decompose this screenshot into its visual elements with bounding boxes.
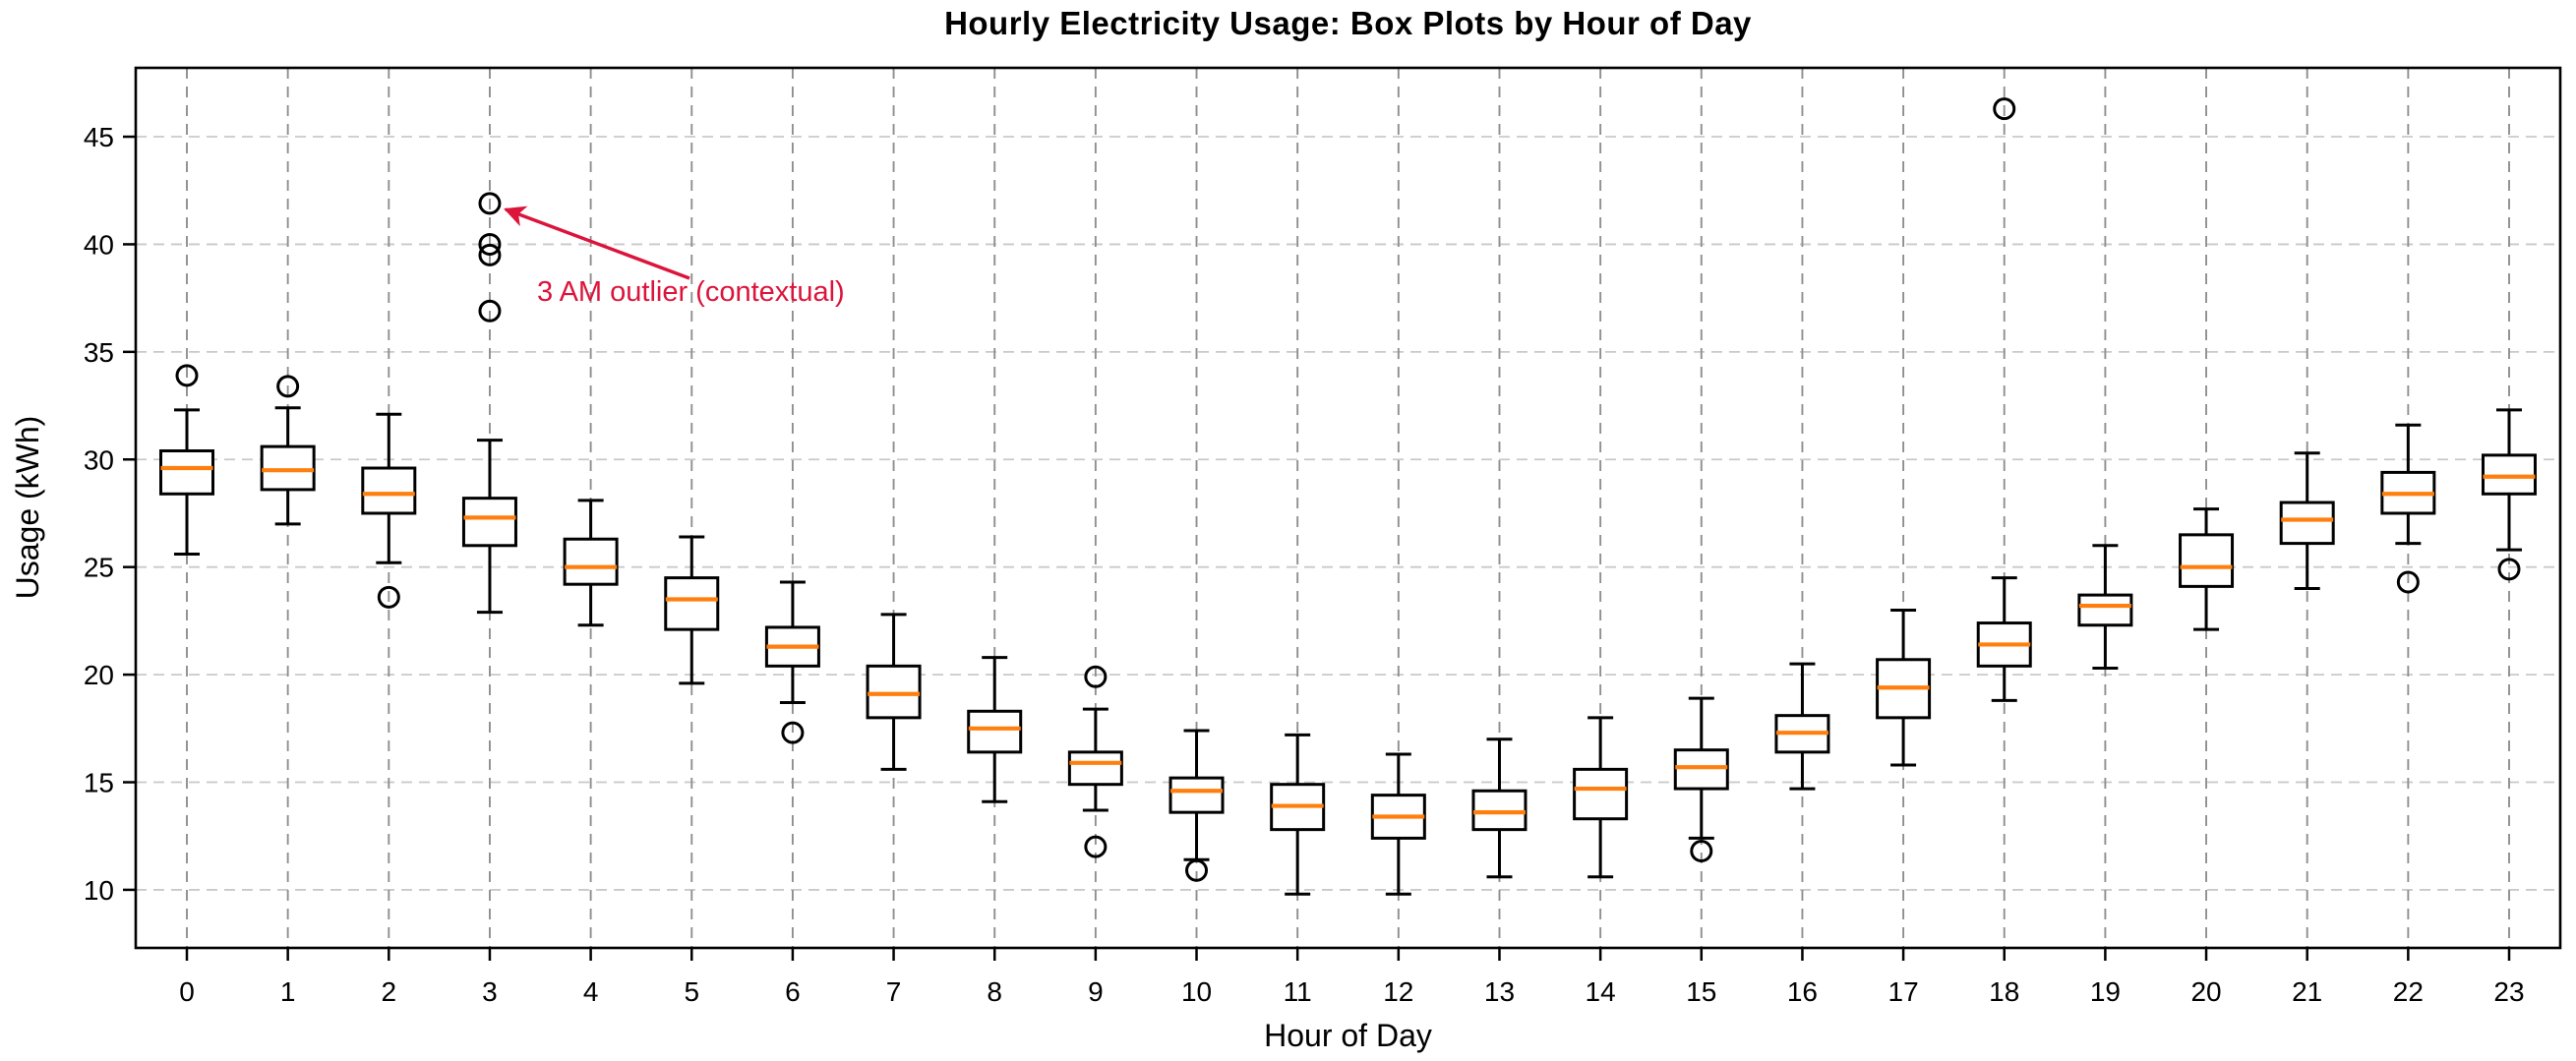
box-hour-15 — [1673, 696, 1729, 863]
x-tick-label: 1 — [280, 976, 296, 1007]
box-hour-0 — [159, 364, 214, 557]
outlier-point — [478, 192, 502, 215]
iqr-box — [1067, 750, 1123, 787]
iqr-box — [967, 709, 1023, 754]
y-tick-label: 25 — [84, 553, 114, 583]
outlier-point — [478, 232, 502, 256]
outlier-point — [2396, 570, 2420, 594]
x-tick-label: 22 — [2393, 976, 2424, 1007]
annotation-text: 3 AM outlier (contextual) — [537, 276, 845, 308]
plot-frame — [134, 66, 2562, 950]
outlier-point — [377, 585, 400, 609]
iqr-box — [1573, 767, 1629, 821]
x-tick-label: 16 — [1787, 976, 1818, 1007]
x-tick-label: 9 — [1088, 976, 1104, 1007]
box-hour-8 — [967, 656, 1023, 803]
box-hour-4 — [563, 499, 619, 627]
box-hour-16 — [1774, 662, 1830, 791]
iqr-box — [1673, 748, 1729, 791]
box-hour-23 — [2482, 408, 2537, 581]
y-tick-label: 35 — [84, 337, 114, 368]
outlier-point — [1084, 835, 1108, 858]
iqr-box — [2077, 593, 2133, 627]
iqr-box — [664, 576, 720, 631]
box-hour-11 — [1270, 733, 1326, 896]
iqr-box — [461, 497, 517, 548]
x-tick-label: 18 — [1989, 976, 2019, 1007]
box-hour-9 — [1067, 665, 1123, 858]
x-tick-label: 15 — [1686, 976, 1716, 1007]
outlier-point — [1084, 665, 1108, 688]
box-hour-22 — [2380, 423, 2436, 594]
outlier-point — [1185, 858, 1209, 882]
outlier-point — [781, 721, 805, 744]
x-tick-label: 23 — [2493, 976, 2524, 1007]
box-hour-20 — [2179, 507, 2235, 631]
box-hour-19 — [2077, 544, 2133, 671]
box-hour-14 — [1573, 716, 1629, 879]
x-tick-label: 5 — [684, 976, 699, 1007]
x-tick-label: 20 — [2190, 976, 2221, 1007]
x-tick-label: 10 — [1181, 976, 1212, 1007]
box-hour-21 — [2279, 451, 2335, 591]
x-tick-label: 4 — [583, 976, 599, 1007]
y-tick-label: 30 — [84, 444, 114, 475]
box-hour-18 — [1976, 97, 2032, 702]
y-axis-label: Usage (kWh) — [10, 415, 45, 600]
outlier-point — [276, 375, 300, 398]
x-tick-label: 3 — [482, 976, 498, 1007]
x-axis-label: Hour of Day — [1264, 1018, 1432, 1053]
box-hour-5 — [664, 535, 720, 685]
x-tick-label: 8 — [987, 976, 1002, 1007]
x-tick-label: 19 — [2090, 976, 2121, 1007]
iqr-box — [1471, 789, 1528, 832]
x-tick-label: 2 — [382, 976, 397, 1007]
x-tick-label: 12 — [1383, 976, 1413, 1007]
iqr-box — [159, 449, 214, 496]
box-hour-2 — [361, 412, 417, 609]
y-tick-label: 20 — [84, 660, 114, 690]
x-tick-label: 0 — [179, 976, 195, 1007]
annotation-arrow — [504, 206, 690, 280]
box-hour-6 — [764, 580, 820, 744]
x-tick-label: 6 — [785, 976, 801, 1007]
x-tick-label: 11 — [1284, 976, 1312, 1007]
box-hour-7 — [866, 613, 922, 771]
iqr-box — [361, 466, 417, 515]
outlier-point — [478, 243, 502, 266]
x-tick-label: 17 — [1888, 976, 1919, 1007]
x-tick-label: 14 — [1586, 976, 1616, 1007]
iqr-box — [2482, 453, 2537, 496]
iqr-box — [1168, 776, 1225, 814]
iqr-box — [563, 537, 619, 586]
box-hour-10 — [1168, 729, 1225, 882]
x-tick-label: 21 — [2292, 976, 2322, 1007]
box-hour-17 — [1876, 608, 1932, 767]
box-hour-3 — [461, 192, 517, 615]
x-tick-label: 13 — [1484, 976, 1515, 1007]
chart-title: Hourly Electricity Usage: Box Plots by H… — [944, 5, 1752, 41]
outlier-point — [175, 364, 199, 387]
outlier-point — [1993, 97, 2016, 121]
box-hour-13 — [1471, 737, 1528, 879]
outlier-point — [2497, 558, 2521, 581]
outlier-point — [478, 299, 502, 323]
iqr-box — [2179, 533, 2235, 588]
box-hour-12 — [1370, 752, 1426, 896]
iqr-box — [866, 664, 922, 720]
outlier-point — [1690, 840, 1713, 863]
x-tick-label: 7 — [886, 976, 902, 1007]
iqr-box — [2279, 501, 2335, 546]
y-tick-label: 10 — [84, 875, 114, 906]
y-tick-label: 45 — [84, 122, 114, 152]
y-tick-label: 40 — [84, 229, 114, 260]
box-hour-1 — [260, 375, 316, 526]
y-tick-label: 15 — [84, 768, 114, 798]
iqr-box — [260, 444, 316, 492]
